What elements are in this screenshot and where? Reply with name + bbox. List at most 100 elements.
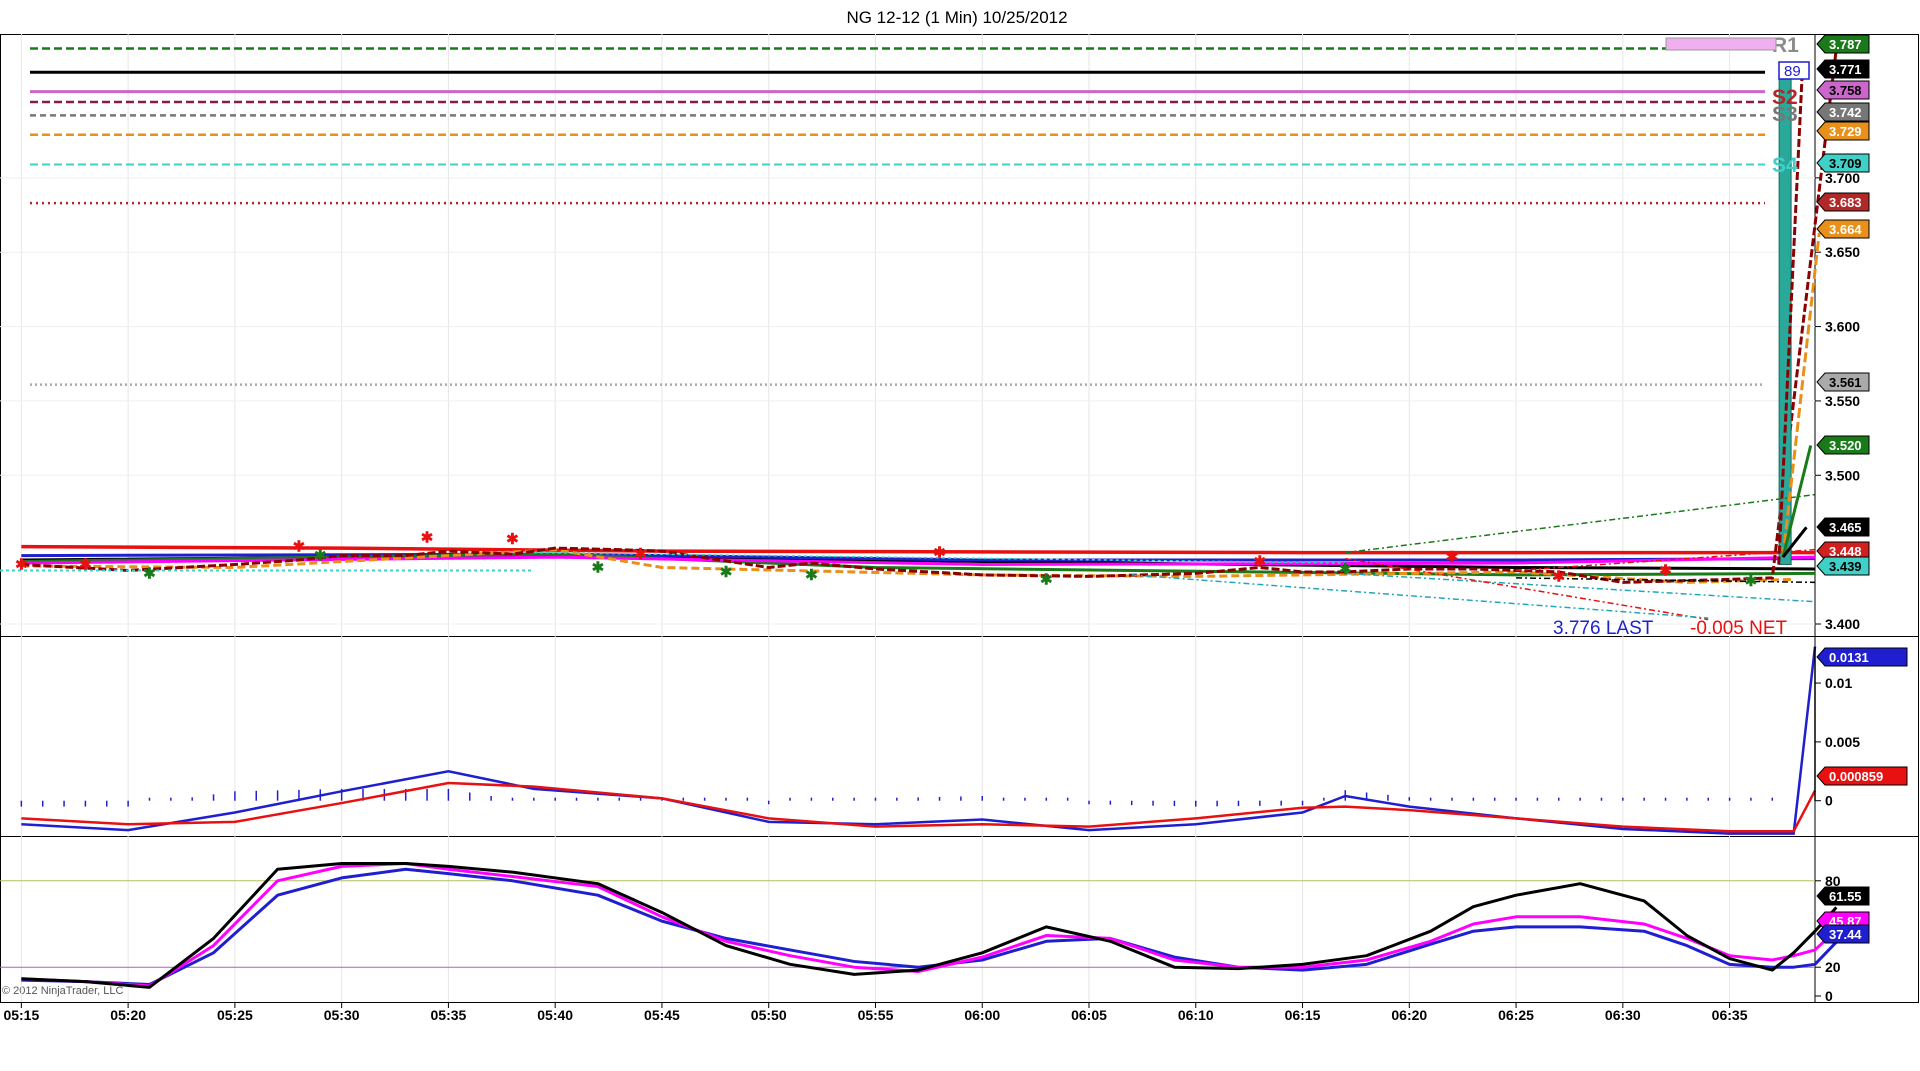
- x-tick-label: 06:10: [1178, 1007, 1214, 1023]
- price-level-badge: [1816, 153, 1870, 173]
- y-tick-label: 3.650: [1825, 244, 1860, 260]
- price-level-label: 3.787: [1829, 37, 1862, 52]
- stochastic-line: [21, 867, 1838, 986]
- pivot-star-marker: ✱: [79, 557, 92, 574]
- stochastic-line: [21, 862, 1838, 989]
- pivot-star-marker: ✱: [720, 564, 733, 581]
- price-level-label: 3.683: [1829, 195, 1862, 210]
- y-tick-label: 80: [1825, 873, 1841, 889]
- small-value-box-label: 89: [1784, 63, 1801, 80]
- stochastic-value-label: 61.55: [1829, 889, 1862, 904]
- macd-value-label: 0.000859: [1829, 769, 1883, 784]
- x-tick-label: 06:05: [1071, 1007, 1107, 1023]
- macd-value-label: 0.0131: [1829, 650, 1869, 665]
- pivot-label-s3: S3: [1772, 103, 1798, 126]
- price-level-badge: [1816, 372, 1870, 392]
- y-tick-label: 0: [1825, 988, 1833, 1004]
- price-level-badge: [1816, 34, 1870, 54]
- price-level-label: 3.709: [1829, 156, 1862, 171]
- macd-value-badge: [1816, 766, 1908, 786]
- spike-line: [1777, 73, 1804, 565]
- x-tick-label: 06:00: [964, 1007, 1000, 1023]
- pivot-label-r1: R1: [1772, 34, 1799, 57]
- r1-zone-box: [1665, 37, 1777, 51]
- stochastic-value-badge: [1816, 886, 1870, 906]
- spike-line: [1781, 232, 1821, 558]
- price-level-badge: [1816, 121, 1870, 141]
- trend-line: [1345, 572, 1816, 603]
- x-tick-label: 05:45: [644, 1007, 680, 1023]
- price-level-label: 3.742: [1829, 105, 1862, 120]
- trend-line: [1345, 557, 1709, 621]
- price-level-label: 3.729: [1829, 124, 1862, 139]
- trend-line: [1131, 574, 1709, 619]
- price-level-label: 3.439: [1829, 559, 1862, 574]
- y-tick-label: 0.01: [1825, 675, 1852, 691]
- y-tick-label: 0: [1825, 793, 1833, 809]
- moving-average-line: [21, 544, 1815, 555]
- price-level-label: 3.561: [1829, 375, 1862, 390]
- x-tick-label: 06:20: [1391, 1007, 1427, 1023]
- x-tick-label: 06:35: [1712, 1007, 1748, 1023]
- net-change-text: -0.005 NET: [1690, 618, 1788, 639]
- trend-line: [1516, 577, 1816, 584]
- moving-average-line: [21, 555, 1816, 567]
- x-tick-label: 05:35: [431, 1007, 467, 1023]
- spike-line: [1781, 526, 1808, 559]
- last-price-text: 3.776 LAST: [1553, 618, 1654, 639]
- pivot-star-marker: ✱: [1339, 561, 1352, 578]
- macd-line: [21, 646, 1817, 835]
- chart-title: NG 12-12 (1 Min) 10/25/2012: [846, 8, 1067, 27]
- x-tick-label: 05:25: [217, 1007, 253, 1023]
- price-level-badge: [1816, 192, 1870, 212]
- small-value-box: [1778, 61, 1810, 80]
- pivot-star-marker: ✱: [143, 565, 156, 582]
- spike-line: [1781, 445, 1813, 558]
- x-tick-label: 06:25: [1498, 1007, 1534, 1023]
- price-level-badge: [1816, 435, 1870, 455]
- x-tick-label: 05:15: [3, 1007, 39, 1023]
- price-level-label: 3.771: [1829, 62, 1862, 77]
- pivot-star-marker: ✱: [1745, 573, 1758, 590]
- y-tick-label: 3.550: [1825, 393, 1860, 409]
- x-tick-label: 06:30: [1605, 1007, 1641, 1023]
- y-tick-label: 20: [1825, 959, 1841, 975]
- y-tick-label: 0.005: [1825, 734, 1860, 750]
- x-tick-label: 05:50: [751, 1007, 787, 1023]
- price-level-label: 3.758: [1829, 83, 1862, 98]
- price-level-badge: [1816, 219, 1870, 239]
- price-level-label: 3.448: [1829, 544, 1862, 559]
- pivot-star-marker: ✱: [1659, 562, 1672, 579]
- pivot-star-marker: ✱: [805, 567, 818, 584]
- price-level-label: 3.465: [1829, 520, 1862, 535]
- pivot-label-s2: S2: [1772, 86, 1798, 109]
- y-tick-label: 3.700: [1825, 170, 1860, 186]
- panel-frame-2: [0, 836, 1919, 1003]
- pivot-star-marker: ✱: [933, 545, 946, 562]
- y-tick-label: 3.600: [1825, 319, 1860, 335]
- pivot-star-marker: ✱: [634, 546, 647, 563]
- pivot-star-marker: ✱: [314, 548, 327, 565]
- stochastic-line: [21, 862, 1838, 988]
- x-tick-label: 05:40: [537, 1007, 573, 1023]
- price-level-label: 3.520: [1829, 438, 1862, 453]
- pivot-star-marker: ✱: [506, 531, 519, 548]
- macd-line: [21, 781, 1817, 833]
- pivot-star-marker: ✱: [15, 557, 28, 574]
- price-level-label: 3.664: [1829, 222, 1862, 237]
- pivot-star-marker: ✱: [421, 530, 434, 547]
- panel-frame-1: [0, 636, 1919, 837]
- macd-value-badge: [1816, 647, 1908, 667]
- price-level-badge: [1816, 517, 1870, 537]
- x-tick-label: 05:20: [110, 1007, 146, 1023]
- x-tick-label: 05:55: [858, 1007, 894, 1023]
- x-tick-label: 06:15: [1285, 1007, 1321, 1023]
- copyright-text: © 2012 NinjaTrader, LLC: [2, 985, 123, 997]
- stochastic-value-badge: [1816, 924, 1870, 944]
- pivot-star-marker: ✱: [592, 559, 605, 576]
- price-level-badge: [1816, 80, 1870, 100]
- pivot-star-marker: ✱: [1446, 549, 1459, 566]
- stochastic-value-label: 37.44: [1829, 927, 1862, 942]
